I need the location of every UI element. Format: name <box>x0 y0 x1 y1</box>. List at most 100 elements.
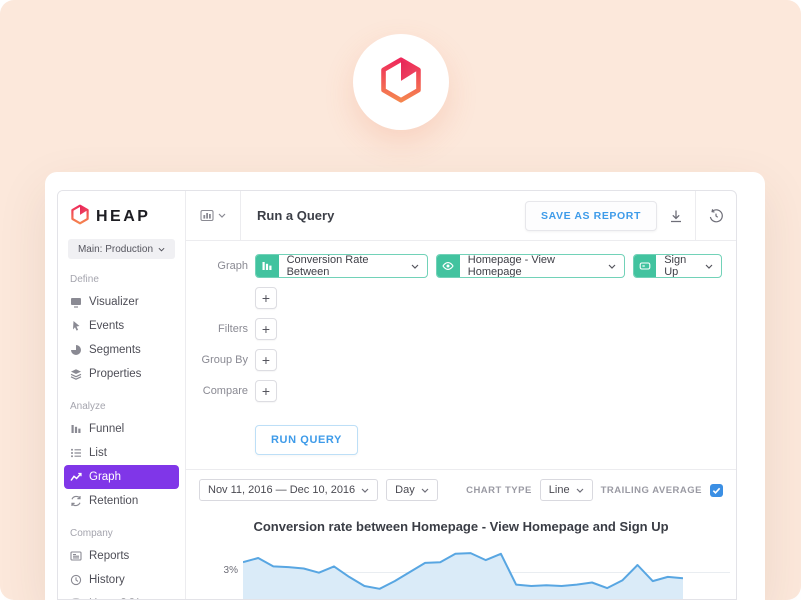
event-pill-label: Conversion Rate Between <box>286 254 369 278</box>
filters-row: Filters + <box>200 318 722 340</box>
segments-pie-icon <box>70 344 82 356</box>
chevron-down-icon <box>576 488 584 493</box>
reports-icon <box>70 550 82 562</box>
heap-logo-badge <box>353 34 449 130</box>
event-pill-homepage-view-homepage[interactable]: Homepage - View Homepage <box>436 254 625 278</box>
chevron-down-icon <box>705 264 713 269</box>
trailing-average-label: TRAILING AVERAGE <box>600 484 702 496</box>
add-event-row: + <box>200 287 722 309</box>
sidebar-item-label: Retention <box>89 495 139 507</box>
event-pill-sign-up[interactable]: Sign Up <box>632 254 722 278</box>
group-by-label: Group By <box>201 354 248 366</box>
event-pill-label: Homepage - View Homepage <box>467 254 555 278</box>
checkmark-icon <box>712 487 721 494</box>
sidebar-item-properties[interactable]: Properties <box>58 362 185 386</box>
sidebar-item-label: History <box>89 574 125 586</box>
add-compare-button[interactable]: + <box>255 380 277 402</box>
add-group-by-button[interactable]: + <box>255 349 277 371</box>
environment-label: Main: Production <box>77 243 154 255</box>
topbar-actions: SAVE AS REPORT <box>525 191 736 241</box>
chevron-down-icon <box>218 213 226 218</box>
saved-reports-picker[interactable] <box>186 191 241 240</box>
graph-row-label: Graph <box>217 260 248 272</box>
compare-label: Compare <box>202 385 248 397</box>
sidebar-item-events[interactable]: Events <box>58 314 185 338</box>
heap-brand[interactable]: HEAP <box>58 191 185 239</box>
sidebar-item-funnel[interactable]: Funnel <box>58 417 185 441</box>
brand-wordmark: HEAP <box>96 208 151 225</box>
divider <box>695 191 696 241</box>
properties-layers-icon <box>70 368 82 380</box>
sidebar-item-label: Events <box>89 320 125 332</box>
chart-title: Conversion rate between Homepage - View … <box>253 519 669 534</box>
chevron-down-icon <box>608 264 616 269</box>
main-panel: Run a Query SAVE AS REPORT <box>186 191 736 599</box>
chart-type-select[interactable]: Line <box>539 479 593 501</box>
sidebar-section-label-analyze: Analyze <box>70 401 106 412</box>
sidebar: HEAP Main: Production Define Visualizer Ev… <box>58 191 186 599</box>
sidebar-item-reports[interactable]: Reports <box>58 544 185 568</box>
chart-type-label: CHART TYPE <box>466 484 532 496</box>
trailing-average-checkbox[interactable] <box>710 483 723 497</box>
sidebar-item-label: Reports <box>89 550 130 562</box>
topbar: Run a Query SAVE AS REPORT <box>186 191 736 241</box>
eye-icon <box>437 255 460 277</box>
sidebar-section-label-company: Company <box>70 528 113 539</box>
funnel-bars-icon <box>70 423 82 435</box>
group-by-row: Group By + <box>200 349 722 371</box>
run-query-button[interactable]: RUN QUERY <box>255 425 358 455</box>
sidebar-item-visualizer[interactable]: Visualizer <box>58 290 185 314</box>
sidebar-item-list[interactable]: List <box>58 441 185 465</box>
sidebar-item-label: List <box>89 447 107 459</box>
sidebar-item-graph[interactable]: Graph <box>64 465 179 489</box>
page-title: Run a Query <box>257 208 335 223</box>
event-pills: Conversion Rate Between Homepage - View H… <box>255 254 722 278</box>
heap-app-frame: HEAP Main: Production Define Visualizer Ev… <box>57 190 737 600</box>
sidebar-item-history[interactable]: History <box>58 568 185 592</box>
event-tag-icon <box>633 255 657 277</box>
chevron-down-icon <box>158 247 165 252</box>
visualizer-icon <box>70 296 82 308</box>
sidebar-item-label: Heap SQL <box>89 598 143 599</box>
events-cursor-icon <box>70 320 82 332</box>
conversion-line-chart <box>243 552 683 599</box>
compare-row: Compare + <box>200 380 722 402</box>
sidebar-item-label: Properties <box>89 368 142 380</box>
funnel-chart-icon <box>256 255 279 277</box>
list-icon <box>70 447 82 459</box>
report-chart-icon <box>200 209 214 222</box>
sidebar-section-label-define: Define <box>70 274 99 285</box>
retention-cycle-icon <box>70 495 82 507</box>
heap-hexagon-logo-small-icon <box>70 204 90 230</box>
graph-line-icon <box>70 471 82 483</box>
chart-options: CHART TYPE Line TRAILING AVERAGE <box>466 479 723 501</box>
environment-selector[interactable]: Main: Production <box>68 239 175 259</box>
app-window: HEAP Main: Production Define Visualizer Ev… <box>45 172 765 600</box>
chart-type-value: Line <box>548 484 570 496</box>
chart-area: 3% 2.5% <box>186 541 736 599</box>
chevron-down-icon <box>411 264 419 269</box>
chart-controls: Nov 11, 2016 — Dec 10, 2016 Day CHART TY… <box>186 470 736 510</box>
reset-history-icon[interactable] <box>708 208 724 224</box>
sidebar-item-segments[interactable]: Segments <box>58 338 185 362</box>
granularity-value: Day <box>395 484 415 496</box>
filters-label: Filters <box>218 323 248 335</box>
event-pill-label: Sign Up <box>664 254 687 278</box>
granularity-select[interactable]: Day <box>386 479 438 501</box>
sidebar-nav: Define Visualizer Events Segments Properties… <box>58 274 185 599</box>
chart-section: Nov 11, 2016 — Dec 10, 2016 Day CHART TY… <box>186 469 736 599</box>
event-pill-conversion-rate-between[interactable]: Conversion Rate Between <box>255 254 429 278</box>
sidebar-item-retention[interactable]: Retention <box>58 489 185 513</box>
add-filter-button[interactable]: + <box>255 318 277 340</box>
history-clock-icon <box>70 574 82 586</box>
save-as-report-button[interactable]: SAVE AS REPORT <box>525 200 657 231</box>
y-axis-tick-3pct: 3% <box>223 565 238 576</box>
date-range-select[interactable]: Nov 11, 2016 — Dec 10, 2016 <box>199 479 379 501</box>
query-builder: Graph Conversion Rate Between Homepage - … <box>186 241 736 469</box>
sidebar-item-heap-sql[interactable]: Heap SQL <box>58 592 185 599</box>
chevron-down-icon <box>361 488 369 493</box>
sidebar-item-label: Visualizer <box>89 296 139 308</box>
sidebar-item-label: Graph <box>89 471 121 483</box>
add-event-button[interactable]: + <box>255 287 277 309</box>
download-icon[interactable] <box>669 209 683 223</box>
